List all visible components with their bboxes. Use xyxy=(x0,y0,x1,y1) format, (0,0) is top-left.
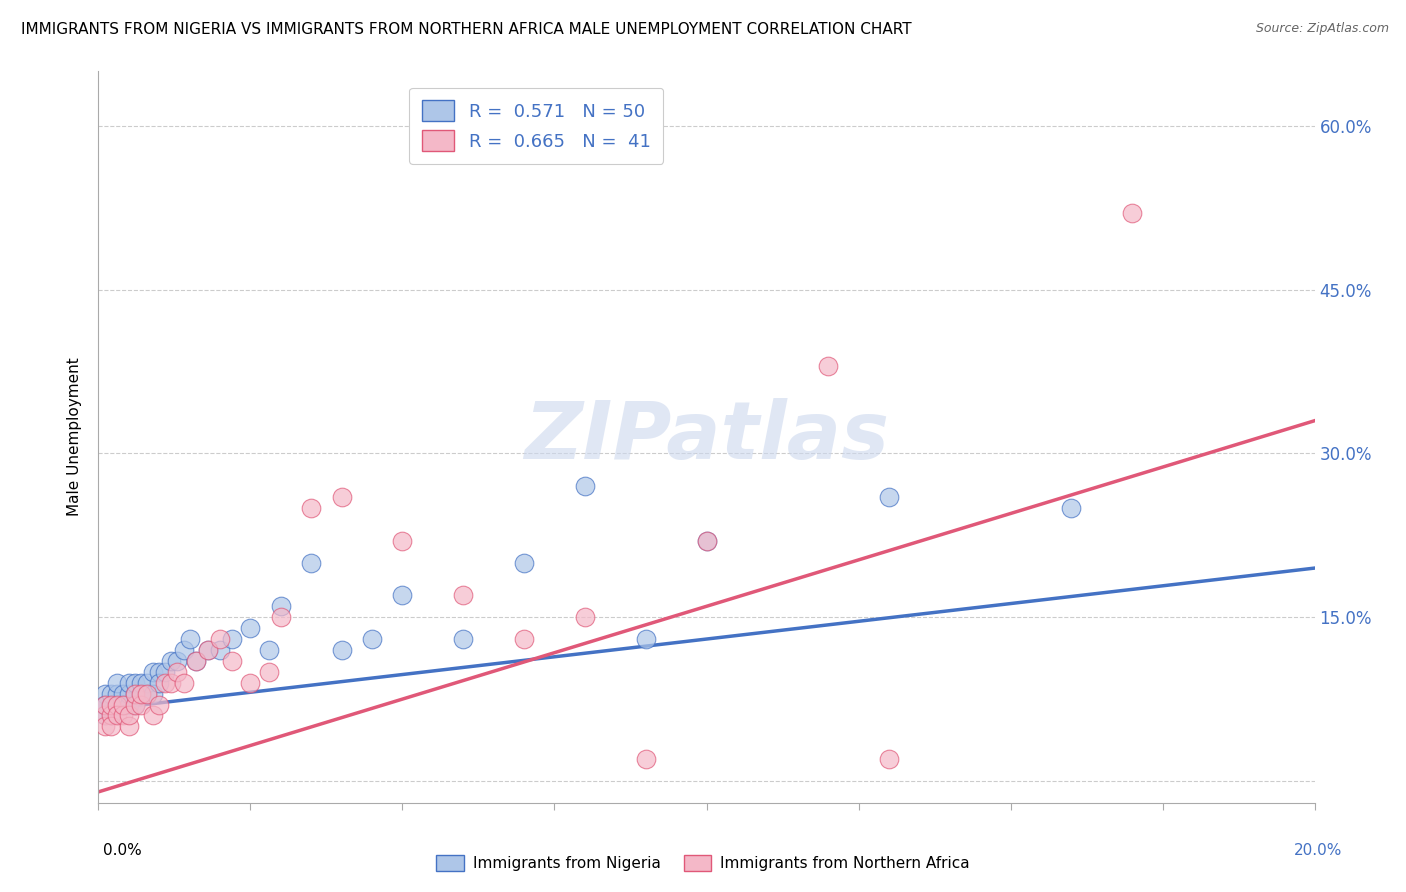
Point xyxy=(100,698,122,712)
Point xyxy=(696,533,718,548)
Point xyxy=(105,675,128,690)
Point xyxy=(93,719,115,733)
Legend: R =  0.571   N = 50, R =  0.665   N =  41: R = 0.571 N = 50, R = 0.665 N = 41 xyxy=(409,87,664,164)
Point xyxy=(93,698,115,712)
Point xyxy=(129,687,152,701)
Point xyxy=(160,675,183,690)
Point xyxy=(391,588,413,602)
Point xyxy=(453,588,475,602)
Point xyxy=(817,359,839,373)
Point xyxy=(100,698,122,712)
Point xyxy=(574,479,596,493)
Point xyxy=(148,698,170,712)
Point xyxy=(209,643,232,657)
Point xyxy=(111,698,134,712)
Point xyxy=(391,533,413,548)
Point xyxy=(105,698,128,712)
Point xyxy=(197,643,219,657)
Point xyxy=(124,675,146,690)
Point xyxy=(221,654,243,668)
Point xyxy=(142,708,165,723)
Point xyxy=(136,687,159,701)
Point xyxy=(93,698,115,712)
Point xyxy=(100,708,122,723)
Point xyxy=(118,708,141,723)
Point xyxy=(93,708,115,723)
Point xyxy=(93,708,115,723)
Point xyxy=(148,665,170,679)
Legend: Immigrants from Nigeria, Immigrants from Northern Africa: Immigrants from Nigeria, Immigrants from… xyxy=(430,849,976,877)
Point xyxy=(111,698,134,712)
Point xyxy=(93,687,115,701)
Point xyxy=(173,643,195,657)
Point xyxy=(513,632,536,646)
Point xyxy=(155,665,177,679)
Point xyxy=(257,643,280,657)
Point xyxy=(634,752,657,766)
Text: Source: ZipAtlas.com: Source: ZipAtlas.com xyxy=(1256,22,1389,36)
Point xyxy=(124,687,146,701)
Point xyxy=(118,675,141,690)
Point xyxy=(221,632,243,646)
Text: 20.0%: 20.0% xyxy=(1295,843,1343,858)
Point xyxy=(129,675,152,690)
Point xyxy=(160,654,183,668)
Point xyxy=(166,654,188,668)
Point xyxy=(136,675,159,690)
Point xyxy=(209,632,232,646)
Text: IMMIGRANTS FROM NIGERIA VS IMMIGRANTS FROM NORTHERN AFRICA MALE UNEMPLOYMENT COR: IMMIGRANTS FROM NIGERIA VS IMMIGRANTS FR… xyxy=(21,22,911,37)
Point xyxy=(257,665,280,679)
Point xyxy=(124,698,146,712)
Point xyxy=(105,687,128,701)
Point xyxy=(155,675,177,690)
Point xyxy=(696,533,718,548)
Point xyxy=(105,698,128,712)
Y-axis label: Male Unemployment: Male Unemployment xyxy=(67,358,83,516)
Point xyxy=(124,687,146,701)
Point xyxy=(270,610,292,624)
Text: 0.0%: 0.0% xyxy=(103,843,142,858)
Point xyxy=(299,501,322,516)
Point xyxy=(179,632,201,646)
Point xyxy=(330,643,353,657)
Point xyxy=(634,632,657,646)
Point xyxy=(453,632,475,646)
Point xyxy=(299,556,322,570)
Point xyxy=(270,599,292,614)
Point xyxy=(877,752,900,766)
Point xyxy=(124,698,146,712)
Point xyxy=(118,698,141,712)
Point xyxy=(105,708,128,723)
Point xyxy=(1060,501,1083,516)
Point xyxy=(361,632,384,646)
Point xyxy=(136,687,159,701)
Point xyxy=(111,687,134,701)
Point xyxy=(173,675,195,690)
Point xyxy=(239,675,262,690)
Point xyxy=(118,687,141,701)
Point xyxy=(148,675,170,690)
Point xyxy=(129,687,152,701)
Point xyxy=(1121,206,1143,220)
Point xyxy=(100,708,122,723)
Point xyxy=(239,621,262,635)
Point xyxy=(129,698,152,712)
Point xyxy=(877,490,900,504)
Point xyxy=(111,698,134,712)
Point xyxy=(513,556,536,570)
Point xyxy=(142,687,165,701)
Point xyxy=(142,665,165,679)
Point xyxy=(100,687,122,701)
Point xyxy=(166,665,188,679)
Point xyxy=(197,643,219,657)
Point xyxy=(100,719,122,733)
Point xyxy=(111,708,134,723)
Point xyxy=(184,654,207,668)
Point xyxy=(330,490,353,504)
Point xyxy=(574,610,596,624)
Text: ZIPatlas: ZIPatlas xyxy=(524,398,889,476)
Point xyxy=(184,654,207,668)
Point xyxy=(118,719,141,733)
Point xyxy=(93,698,115,712)
